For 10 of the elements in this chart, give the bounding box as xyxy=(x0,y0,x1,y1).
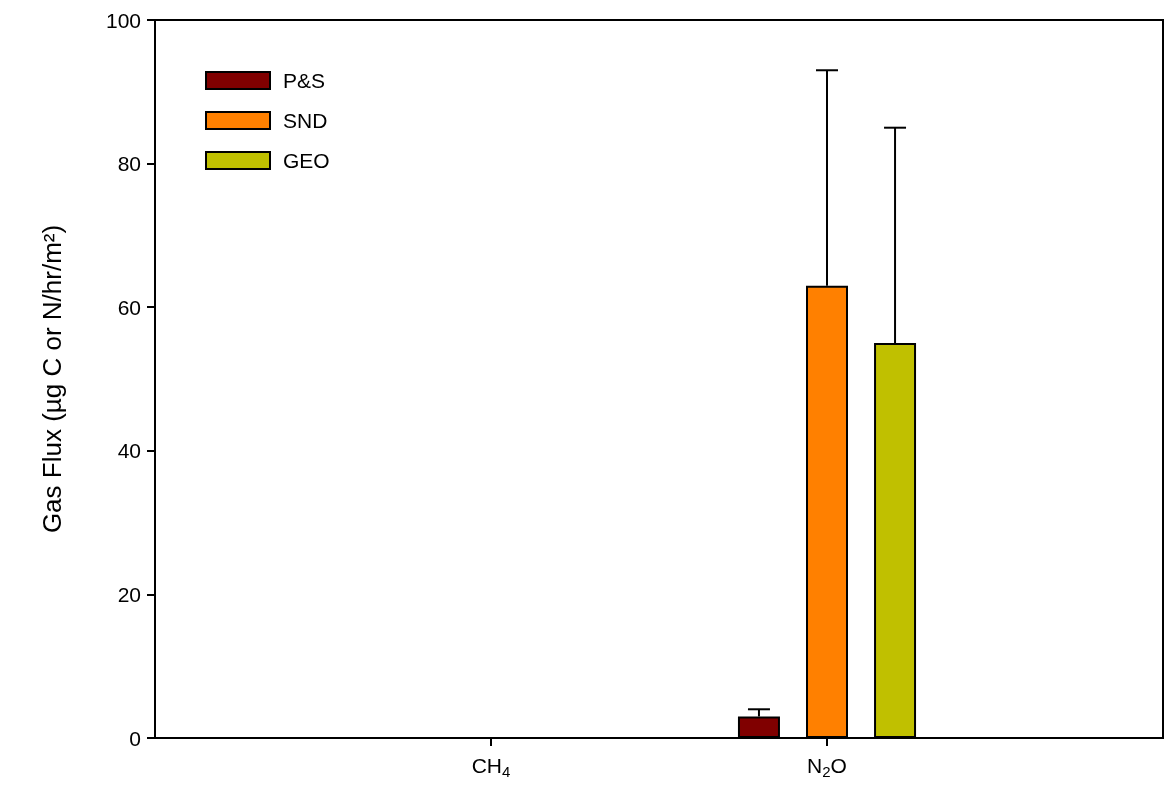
y-tick-label: 60 xyxy=(117,295,141,319)
legend-label: SND xyxy=(283,109,328,132)
y-tick-label: 0 xyxy=(129,726,141,750)
y-tick-label: 20 xyxy=(117,582,141,606)
y-tick-label: 80 xyxy=(117,152,141,176)
y-axis-title: Gas Flux (µg C or N/hr/m²) xyxy=(37,224,67,534)
y-tick-label: 100 xyxy=(105,8,141,32)
legend-label: P&S xyxy=(283,69,326,92)
legend-label: GEO xyxy=(283,149,330,172)
y-tick-label: 40 xyxy=(117,439,141,463)
